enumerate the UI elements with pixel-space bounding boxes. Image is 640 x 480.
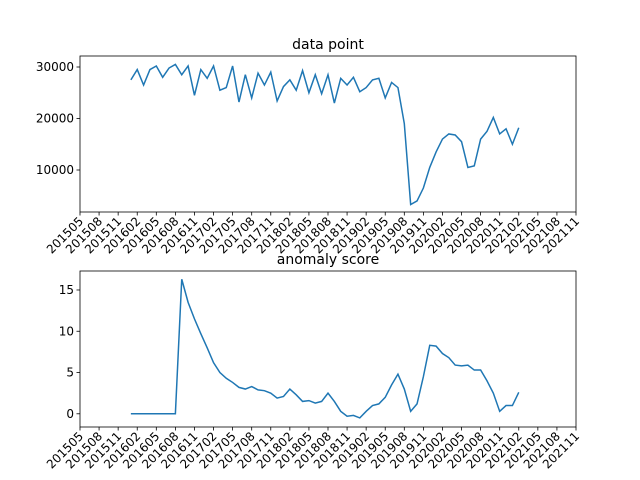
y-tick-label: 10 [59,324,74,338]
y-tick-label: 5 [66,366,74,380]
subplot: 0510152015052015082015112016022016052016… [44,252,582,472]
y-tick-label: 15 [59,283,74,297]
axes-frame [79,270,577,428]
y-tick-label: 0 [66,407,74,421]
y-tick-label: 20000 [36,112,74,126]
y-tick-label: 10000 [36,163,74,177]
data-line [130,63,520,206]
subplot: 1000020000300002015052015082015112016022… [36,37,582,257]
chart-title: data point [292,37,364,53]
y-tick-label: 30000 [36,60,74,74]
data-line [130,279,520,419]
axes-frame [79,55,577,213]
chart-title: anomaly score [277,252,379,268]
